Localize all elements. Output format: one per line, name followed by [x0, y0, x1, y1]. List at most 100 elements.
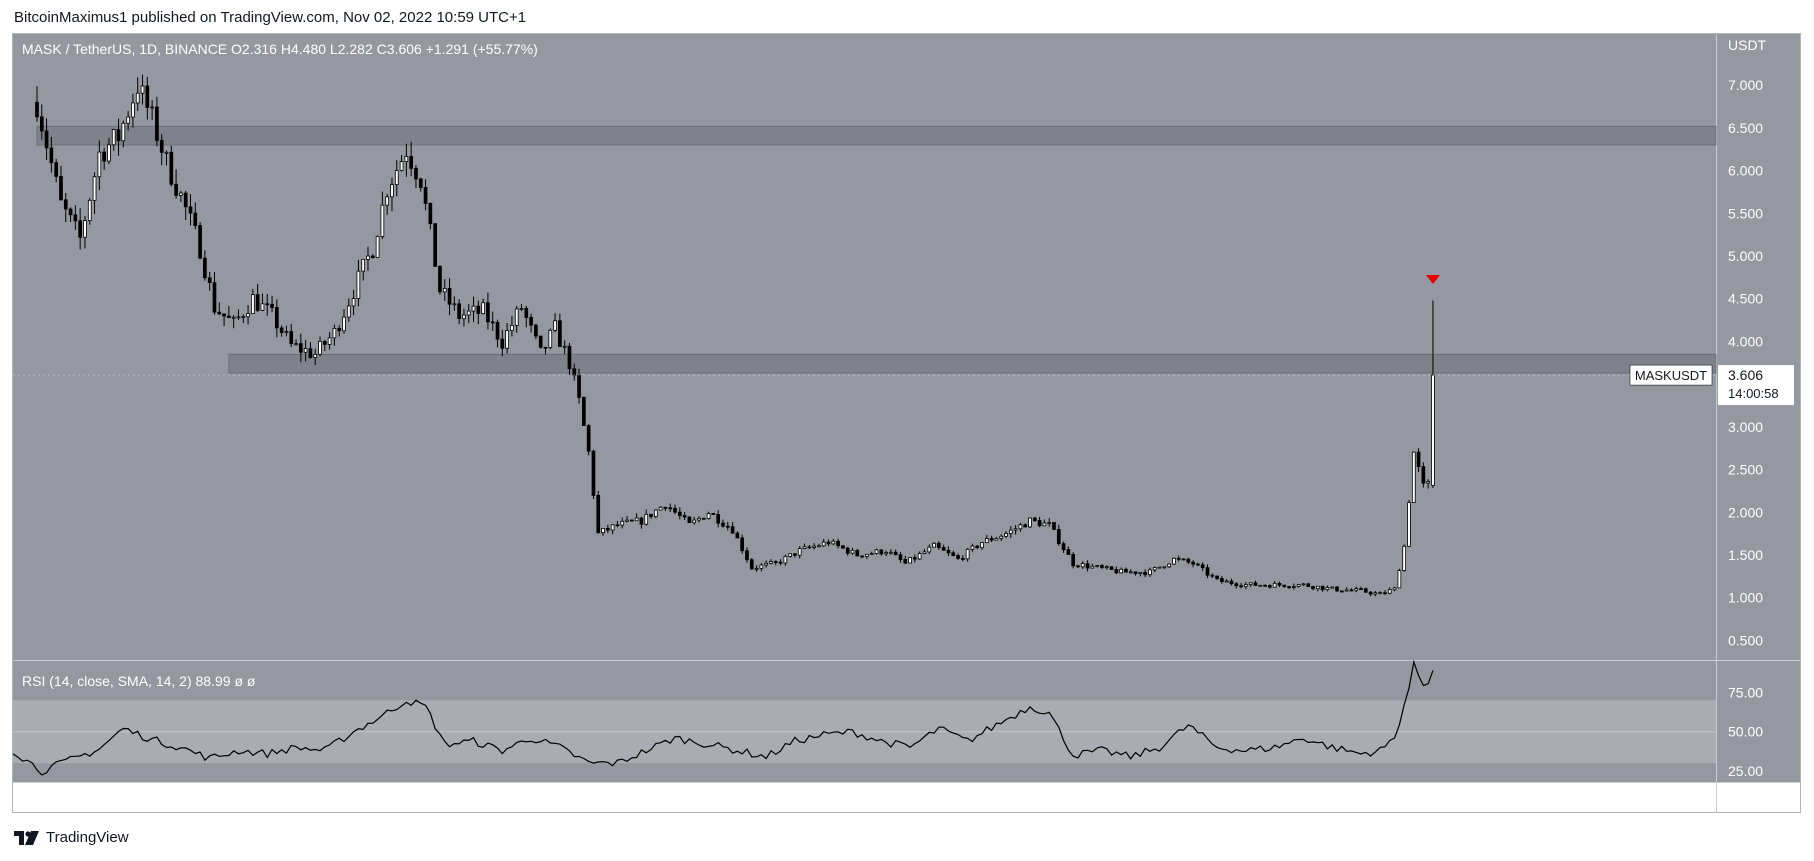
- candle-body-down: [212, 282, 217, 313]
- candle: [241, 314, 246, 323]
- candle-body-up: [1373, 592, 1378, 595]
- candle-body-up: [1431, 374, 1435, 486]
- candle: [1306, 582, 1311, 588]
- candle-body-down: [289, 331, 294, 345]
- candle: [812, 543, 816, 550]
- candle-body-down: [1100, 565, 1104, 568]
- candle: [476, 300, 481, 325]
- candle: [1095, 564, 1100, 568]
- candle-body-up: [1004, 533, 1008, 537]
- candle: [486, 292, 490, 330]
- candle-body-up: [481, 302, 485, 314]
- candle: [601, 527, 605, 536]
- candle-body-down: [255, 294, 260, 311]
- candle-body-down: [1109, 566, 1114, 570]
- candle: [346, 298, 351, 322]
- candle: [495, 319, 500, 348]
- price-axis-unit: USDT: [1728, 37, 1767, 53]
- candle: [342, 309, 346, 334]
- candle-body-up: [1138, 571, 1143, 575]
- candle: [898, 551, 903, 563]
- candle-body-up: [908, 557, 912, 564]
- candle-body-up: [462, 314, 466, 320]
- candle-body-down: [78, 220, 82, 238]
- candle: [879, 549, 884, 556]
- price-tick-label: 2.000: [1728, 504, 1763, 520]
- candle-body-down: [937, 542, 941, 548]
- candle: [452, 296, 457, 311]
- candle: [961, 555, 965, 562]
- candle: [783, 554, 788, 566]
- candle-body-down: [1220, 578, 1224, 582]
- candle-body-down: [606, 527, 610, 531]
- candle-body-down: [1085, 563, 1090, 569]
- price-chart[interactable]: USDT 7.000 6.500 6.000 5.500 5.000 4.500 4.000 3…: [0, 0, 1814, 820]
- candle-body-down: [174, 183, 178, 196]
- candle-body-down: [893, 551, 898, 556]
- candle: [582, 396, 586, 427]
- candle: [1258, 584, 1263, 587]
- candle: [135, 77, 140, 111]
- candle-body-down: [1320, 585, 1325, 591]
- candle-body-up: [759, 564, 764, 569]
- candle: [102, 147, 106, 170]
- candle-body-up: [466, 310, 471, 316]
- tradingview-brand[interactable]: TradingView: [14, 829, 129, 846]
- candle-body-up: [1013, 528, 1018, 531]
- candle: [83, 215, 87, 249]
- candle: [850, 547, 855, 555]
- candle-body-up: [385, 196, 390, 206]
- candle: [1383, 590, 1387, 596]
- published-caption: BitcoinMaximus1 published on TradingView…: [14, 9, 527, 26]
- candle: [1148, 567, 1152, 577]
- candle-body-down: [486, 302, 490, 323]
- candle-body-down: [1037, 520, 1042, 527]
- candle-body-down: [298, 343, 303, 353]
- candle: [111, 128, 116, 151]
- candle-body-up: [697, 517, 701, 521]
- candle: [1335, 585, 1339, 592]
- candle: [1210, 573, 1215, 579]
- candle: [721, 519, 725, 528]
- candle-body-down: [807, 546, 812, 549]
- candle: [941, 544, 946, 551]
- candle-body-up: [783, 556, 788, 564]
- candle-body-down: [1277, 582, 1282, 586]
- candle: [169, 145, 174, 187]
- candle-body-up: [442, 288, 447, 293]
- candle: [740, 534, 745, 554]
- candle: [126, 110, 130, 131]
- rsi-tick-label: 25.00: [1728, 763, 1763, 779]
- bar-countdown: 14:00:58: [1728, 386, 1779, 401]
- candle-body-up: [1148, 569, 1152, 576]
- candle-body-up: [562, 345, 567, 348]
- candle: [1268, 584, 1272, 589]
- candle-body-up: [706, 513, 711, 520]
- candle-body-down: [975, 545, 980, 549]
- candle-body-up: [164, 151, 169, 154]
- candle-body-down: [49, 147, 54, 164]
- candle-body-down: [529, 317, 533, 326]
- candle: [1402, 544, 1407, 572]
- candle: [318, 336, 322, 357]
- candle: [174, 169, 178, 199]
- candle: [1220, 576, 1224, 584]
- candle-body-down: [836, 540, 840, 547]
- candle-body-down: [1363, 588, 1368, 593]
- candle-body-down: [447, 288, 452, 305]
- candle: [615, 520, 620, 528]
- candle: [97, 140, 102, 191]
- candle-body-down: [428, 203, 433, 225]
- candle: [1248, 582, 1253, 587]
- candle-body-up: [764, 562, 768, 566]
- legend-high-value: 4.480: [291, 41, 330, 57]
- candle-body-up: [1162, 566, 1167, 569]
- symbol-name: MASK / TetherUS, 1D, BINANCE: [22, 41, 231, 57]
- candle-body-down: [370, 255, 375, 258]
- candle: [836, 538, 840, 549]
- legend-close-value: 3.606: [387, 41, 426, 57]
- candle-body-up: [1042, 522, 1047, 527]
- candle-body-down: [490, 321, 495, 324]
- candle: [68, 207, 73, 223]
- price-tick-label: 4.000: [1728, 333, 1763, 349]
